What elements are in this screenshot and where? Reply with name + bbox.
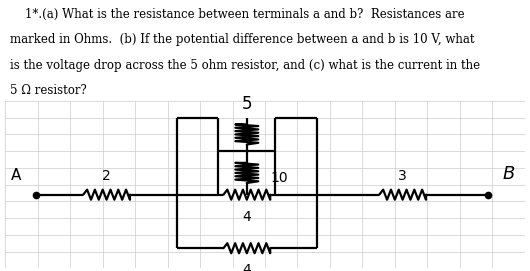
- Text: 5: 5: [242, 95, 252, 113]
- Text: B: B: [503, 165, 515, 183]
- Text: 3: 3: [398, 169, 407, 183]
- Text: 4: 4: [242, 263, 251, 271]
- Text: 1*.(a) What is the resistance between terminals a and b?  Resistances are: 1*.(a) What is the resistance between te…: [11, 8, 465, 21]
- Text: 10: 10: [270, 171, 288, 185]
- Text: 2: 2: [102, 169, 111, 183]
- Text: 4: 4: [242, 210, 251, 224]
- Text: is the voltage drop across the 5 ohm resistor, and (c) what is the current in th: is the voltage drop across the 5 ohm res…: [11, 59, 481, 72]
- Text: marked in Ohms.  (b) If the potential difference between a and b is 10 V, what: marked in Ohms. (b) If the potential dif…: [11, 33, 475, 46]
- Text: 5 Ω resistor?: 5 Ω resistor?: [11, 84, 87, 97]
- Text: A: A: [11, 168, 21, 183]
